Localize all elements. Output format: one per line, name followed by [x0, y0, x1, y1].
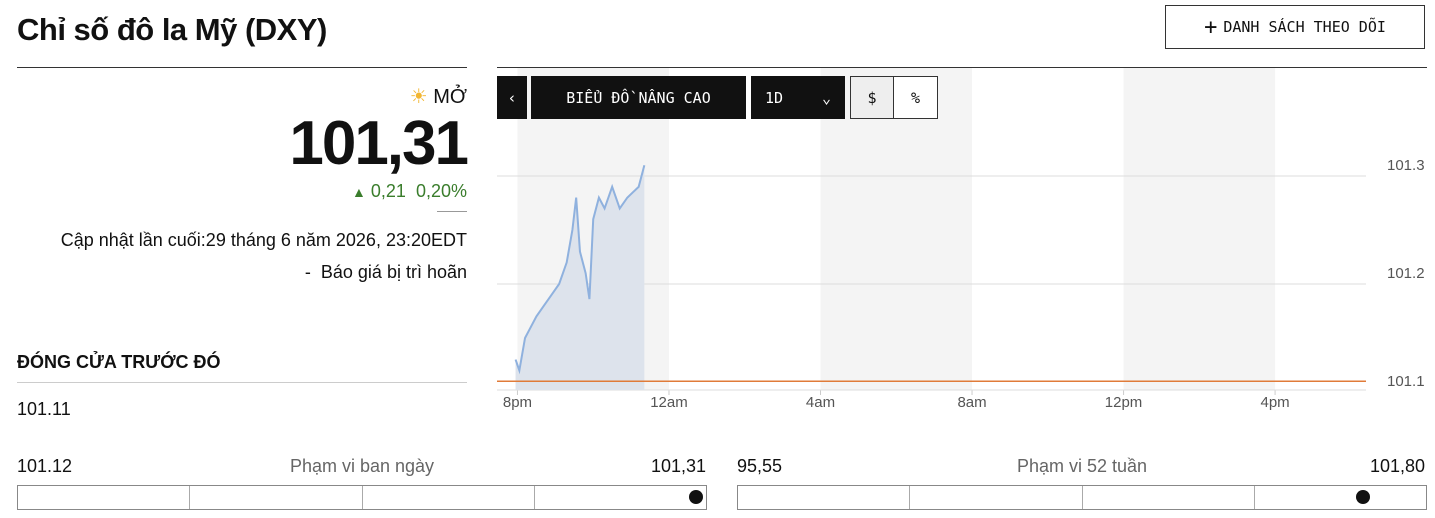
change-percent: 0,20%: [415, 181, 467, 201]
x-tick-label: 8am: [957, 394, 986, 411]
change-value: 0,21: [370, 181, 406, 201]
area-fill: [515, 165, 645, 390]
time-band: [820, 68, 973, 390]
change: ▲ 0,21 0,20%: [352, 181, 467, 201]
range-high: 101,31: [650, 456, 706, 476]
advanced-chart-button[interactable]: BIỂU ĐỒ NÂNG CAO: [531, 76, 746, 119]
range-label: Phạm vi 52 tuần: [1016, 456, 1148, 476]
divider: [497, 67, 1427, 68]
divider: [437, 211, 467, 212]
dollar-button[interactable]: $: [850, 76, 894, 119]
price: 101,31: [289, 109, 469, 178]
divider: [17, 67, 467, 68]
prev-close-value: 101.11: [17, 399, 71, 419]
range-bar: [737, 485, 1427, 510]
time-band: [1123, 68, 1276, 390]
watchlist-button[interactable]: + DANH SÁCH THEO DÕI: [1165, 5, 1425, 49]
prev-close-label: ĐÓNG CỬA TRƯỚC ĐÓ: [17, 352, 221, 372]
interval-select[interactable]: 1D ⌄: [751, 76, 845, 119]
updated-time: Cập nhật lần cuối:29 tháng 6 năm 2026, 2…: [60, 230, 467, 250]
range-high: 101,80: [1369, 456, 1425, 476]
range-marker: [689, 490, 703, 504]
chart: 101.1 101.2 101.3 8pm 12am 4am 8am 12pm 4pm: [497, 68, 1425, 411]
x-tick-label: 4am: [806, 394, 835, 411]
delayed-text: Báo giá bị trì hoãn: [320, 262, 467, 282]
market-status: ☀ MỞ: [409, 86, 467, 108]
x-tick-label: 12pm: [1105, 394, 1143, 411]
divider: [17, 382, 467, 383]
delayed-note: - Báo giá bị trì hoãn: [304, 262, 467, 282]
x-tick-label: 4pm: [1260, 394, 1289, 411]
range-label: Phạm vi ban ngày: [289, 456, 435, 476]
back-button[interactable]: ‹: [497, 76, 527, 119]
interval-label: 1D: [765, 88, 784, 107]
y-tick-label: 101.2: [1387, 265, 1425, 282]
price-line: [514, 164, 646, 375]
percent-button[interactable]: %: [893, 76, 938, 119]
y-tick-label: 101.1: [1387, 373, 1425, 390]
status-text: MỞ: [433, 86, 467, 108]
y-tick-label: 101.3: [1387, 157, 1425, 174]
range-bar: [17, 485, 707, 510]
page-title: Chỉ số đô la Mỹ (DXY): [17, 12, 327, 47]
range-low: 95,55: [737, 456, 783, 476]
range-marker: [1356, 490, 1370, 504]
watchlist-label: DANH SÁCH THEO DÕI: [1223, 18, 1386, 36]
range-low: 101.12: [17, 456, 73, 476]
x-tick-label: 12am: [650, 394, 688, 411]
x-tick-label: 8pm: [503, 394, 532, 411]
